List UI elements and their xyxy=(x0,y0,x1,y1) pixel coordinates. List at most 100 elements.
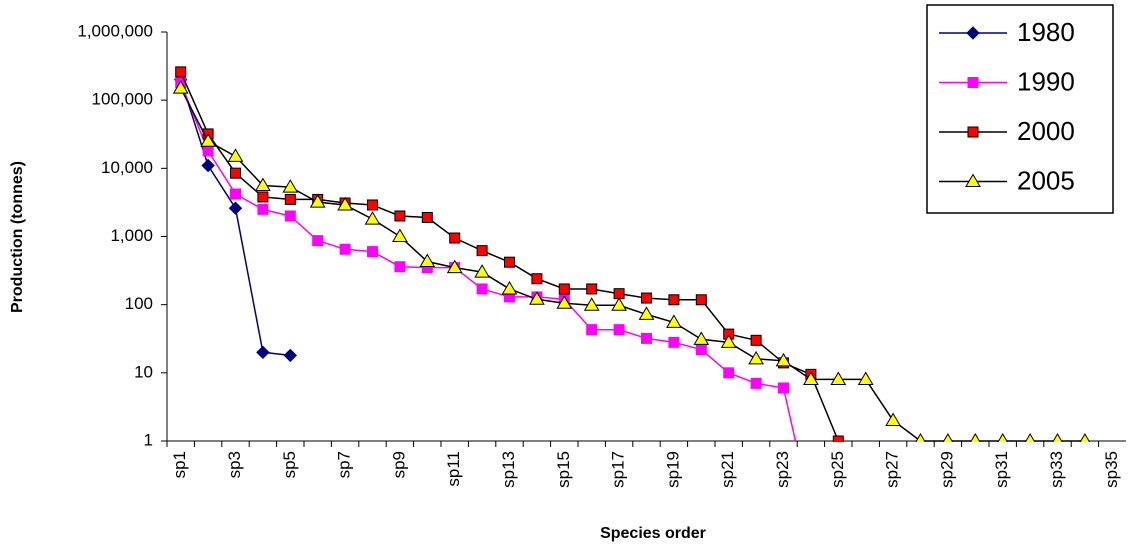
marker xyxy=(257,191,269,203)
marker xyxy=(421,211,433,223)
marker xyxy=(283,348,298,363)
marker xyxy=(638,306,655,320)
y-tick-label: 100 xyxy=(125,294,153,313)
legend-label: 2005 xyxy=(1017,165,1075,195)
marker xyxy=(997,433,1008,442)
marker xyxy=(1024,433,1036,442)
marker xyxy=(750,377,762,389)
x-tick-label: sp5 xyxy=(280,451,299,478)
y-axis-title: Production (tonnes) xyxy=(9,161,26,313)
series-line xyxy=(180,87,1085,442)
x-tick-label: sp19 xyxy=(663,451,682,488)
marker xyxy=(803,371,819,385)
marker xyxy=(613,324,625,336)
marker xyxy=(257,203,269,215)
marker xyxy=(806,504,816,514)
marker xyxy=(775,352,792,367)
y-tick-label: 10 xyxy=(134,362,153,381)
marker xyxy=(202,145,214,157)
marker xyxy=(284,193,296,205)
marker xyxy=(583,297,600,311)
marker xyxy=(641,332,652,344)
marker xyxy=(970,433,981,442)
legend-label: 1990 xyxy=(1017,66,1075,96)
marker xyxy=(778,382,789,394)
marker xyxy=(556,295,573,309)
x-axis-title: Species order xyxy=(600,525,706,542)
marker xyxy=(611,297,627,311)
marker xyxy=(967,126,979,138)
x-tick-label: sp27 xyxy=(883,451,902,488)
marker xyxy=(227,148,244,162)
marker xyxy=(172,80,189,94)
marker xyxy=(832,435,844,442)
marker xyxy=(230,167,241,179)
marker xyxy=(885,412,901,426)
y-tick-label: 1,000,000 xyxy=(77,21,153,40)
marker xyxy=(529,291,545,305)
marker xyxy=(446,259,463,274)
marker xyxy=(586,324,598,336)
marker xyxy=(748,350,764,365)
marker xyxy=(613,288,625,300)
marker xyxy=(367,246,378,258)
marker xyxy=(392,228,408,242)
x-tick-label: sp23 xyxy=(773,451,792,488)
x-tick-label: sp11 xyxy=(444,451,463,487)
marker xyxy=(915,433,926,442)
legend-label: 2000 xyxy=(1017,116,1075,146)
x-tick-label: sp13 xyxy=(499,451,518,488)
legend-label: 1980 xyxy=(1017,17,1075,47)
marker xyxy=(255,177,271,191)
marker xyxy=(312,235,324,247)
marker xyxy=(857,371,874,385)
marker xyxy=(965,173,981,187)
marker xyxy=(309,194,326,208)
marker xyxy=(501,280,518,295)
marker xyxy=(942,433,954,442)
x-tick-label: sp17 xyxy=(609,451,628,488)
marker xyxy=(394,261,406,273)
marker xyxy=(695,294,707,306)
marker xyxy=(200,133,216,147)
x-tick-label: sp15 xyxy=(554,451,573,488)
marker xyxy=(419,253,436,267)
marker xyxy=(476,283,488,295)
marker xyxy=(830,371,847,385)
x-tick-label: sp7 xyxy=(335,451,354,478)
marker xyxy=(256,345,270,360)
marker xyxy=(228,201,243,215)
marker xyxy=(693,331,710,345)
marker xyxy=(750,334,762,346)
marker xyxy=(586,283,598,295)
marker xyxy=(558,283,570,295)
x-tick-label: sp1 xyxy=(170,451,189,478)
x-tick-label: sp33 xyxy=(1047,451,1066,488)
marker xyxy=(284,210,296,222)
marker xyxy=(1079,433,1091,442)
marker xyxy=(230,188,241,200)
marker xyxy=(720,334,737,348)
marker xyxy=(282,179,299,193)
x-tick-label: sp3 xyxy=(225,451,244,478)
x-tick-label: sp25 xyxy=(828,451,847,488)
marker xyxy=(476,245,488,257)
y-tick-label: 100,000 xyxy=(92,90,153,109)
marker xyxy=(668,336,680,348)
marker xyxy=(474,264,490,278)
marker xyxy=(201,158,215,173)
marker xyxy=(723,367,735,379)
x-tick-label: sp29 xyxy=(937,451,956,488)
marker xyxy=(504,256,515,268)
y-tick-label: 10,000 xyxy=(101,158,153,177)
y-tick-label: 1 xyxy=(144,430,153,449)
x-tick-label: sp21 xyxy=(718,451,737,488)
x-tick-label: sp31 xyxy=(992,451,1011,488)
plot-area xyxy=(172,66,1091,514)
y-tick-label: 1,000 xyxy=(110,226,153,245)
x-tick-label: sp35 xyxy=(1102,451,1121,488)
marker xyxy=(668,294,680,306)
marker xyxy=(175,66,187,78)
